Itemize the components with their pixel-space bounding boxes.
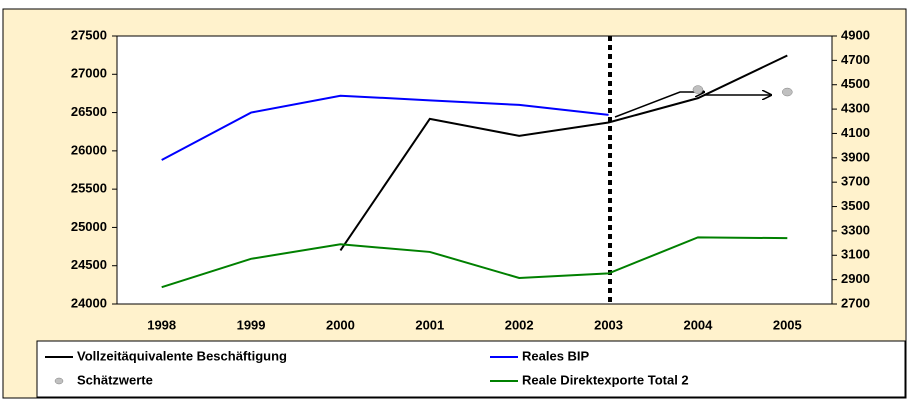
y2-tick-label: 3100 — [841, 247, 870, 262]
y-tick-label: 27500 — [71, 27, 107, 42]
x-tick-label: 2002 — [505, 317, 534, 332]
y2-tick-label: 4100 — [841, 125, 870, 140]
x-tick-label: 1998 — [147, 317, 176, 332]
y2-tick-label: 4500 — [841, 76, 870, 91]
y-tick-label: 27000 — [71, 66, 107, 81]
legend-box — [36, 340, 906, 398]
y2-tick-label: 3300 — [841, 222, 870, 237]
x-tick-label: 1999 — [237, 317, 266, 332]
y2-tick-label: 4700 — [841, 52, 870, 67]
plot-area — [116, 35, 833, 305]
y-tick-label: 25000 — [71, 219, 107, 234]
legend-label: Vollzeitäquivalente Beschäftigung — [77, 348, 287, 363]
x-tick-label: 2003 — [594, 317, 623, 332]
y2-tick-label: 3500 — [841, 198, 870, 213]
x-tick-label: 2000 — [326, 317, 355, 332]
legend-label: Schätzwerte — [77, 372, 153, 387]
y-tick-label: 26500 — [71, 104, 107, 119]
series-line — [161, 236, 788, 289]
series-point — [782, 87, 793, 97]
y2-tick-label: 4900 — [841, 27, 870, 42]
series-line — [161, 94, 609, 161]
x-tick-label: 2005 — [773, 317, 802, 332]
y-tick-label: 24000 — [71, 295, 107, 310]
series-point — [692, 85, 704, 94]
y2-tick-label: 4300 — [841, 101, 870, 116]
y-tick-label: 26000 — [71, 142, 107, 157]
x-tick-label: 2004 — [683, 317, 713, 332]
legend-label: Reale Direktexporte Total 2 — [522, 372, 689, 387]
y2-tick-label: 3900 — [841, 149, 870, 164]
x-tick-label: 2001 — [415, 317, 444, 332]
legend-label: Reales BIP — [522, 348, 590, 363]
y2-tick-label: 2900 — [841, 271, 870, 286]
series-line — [339, 54, 788, 251]
y-tick-label: 25500 — [71, 181, 107, 196]
y-tick-label: 24500 — [71, 257, 107, 272]
y2-tick-label: 2700 — [841, 295, 870, 310]
legend-marker — [54, 377, 64, 385]
y2-tick-label: 3700 — [841, 174, 870, 189]
